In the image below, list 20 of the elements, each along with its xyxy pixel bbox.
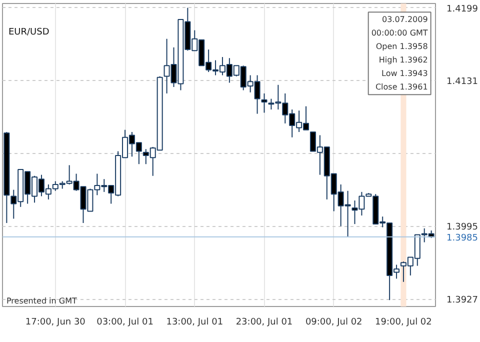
y-tick-label: 1.3927 xyxy=(446,296,478,306)
x-tick-label: 19:00, Jul 02 xyxy=(375,318,432,328)
annotation: Low 1.3943 xyxy=(382,69,428,78)
annotation: Presented in GMT xyxy=(6,296,77,306)
annotation: High 1.3962 xyxy=(378,56,428,65)
x-tick-label: 13:00, Jul 01 xyxy=(166,318,224,328)
annotation: 00:00:00 GMT xyxy=(371,28,428,38)
candlestick xyxy=(261,92,268,114)
annotation: Open 1.3958 xyxy=(376,42,428,52)
y-tick-label: 1.4131 xyxy=(446,77,478,88)
x-tick-label: 03:00, Jul 01 xyxy=(96,318,154,328)
x-tick-label: 23:00, Jul 01 xyxy=(236,318,293,328)
y-tick-label: 1.3995 xyxy=(446,222,478,233)
x-tick-label: 17:00, Jun 30 xyxy=(25,318,86,328)
annotation: 03.07.2009 xyxy=(382,15,428,24)
text: EUR/USD xyxy=(8,28,50,38)
x-tick-label: 09:00, Jul 02 xyxy=(305,318,362,328)
annotation: Close 1.3961 xyxy=(375,82,428,92)
ref-line-label: 1.3985 xyxy=(446,233,478,244)
y-tick-label: 1.4199 xyxy=(446,4,478,14)
